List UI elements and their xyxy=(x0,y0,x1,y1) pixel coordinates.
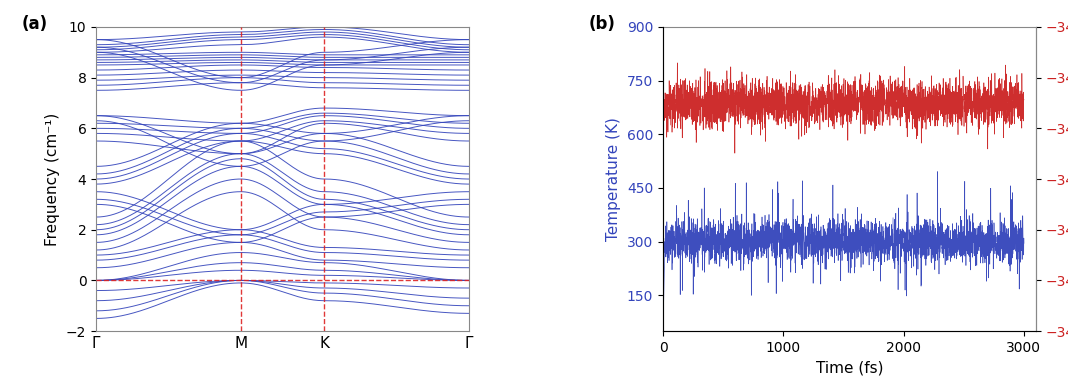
Text: (a): (a) xyxy=(21,15,48,33)
Text: (b): (b) xyxy=(588,15,615,33)
X-axis label: Time (fs): Time (fs) xyxy=(816,360,883,375)
Y-axis label: Frequency (cm⁻¹): Frequency (cm⁻¹) xyxy=(46,112,61,246)
Y-axis label: Temperature (K): Temperature (K) xyxy=(607,117,622,241)
